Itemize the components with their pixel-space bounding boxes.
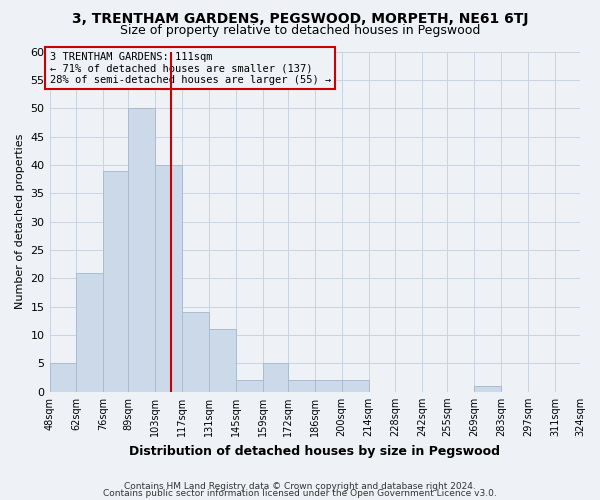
- Text: Contains HM Land Registry data © Crown copyright and database right 2024.: Contains HM Land Registry data © Crown c…: [124, 482, 476, 491]
- Bar: [263, 364, 288, 392]
- Bar: [288, 380, 315, 392]
- Text: 3 TRENTHAM GARDENS: 111sqm
← 71% of detached houses are smaller (137)
28% of sem: 3 TRENTHAM GARDENS: 111sqm ← 71% of deta…: [50, 52, 331, 84]
- Bar: [236, 380, 263, 392]
- Y-axis label: Number of detached properties: Number of detached properties: [15, 134, 25, 310]
- Bar: [76, 272, 103, 392]
- Bar: [155, 165, 182, 392]
- Bar: [128, 108, 155, 392]
- Bar: [341, 380, 368, 392]
- Bar: [182, 312, 209, 392]
- X-axis label: Distribution of detached houses by size in Pegswood: Distribution of detached houses by size …: [129, 444, 500, 458]
- Bar: [50, 364, 76, 392]
- Text: Contains public sector information licensed under the Open Government Licence v3: Contains public sector information licen…: [103, 489, 497, 498]
- Text: Size of property relative to detached houses in Pegswood: Size of property relative to detached ho…: [120, 24, 480, 37]
- Bar: [209, 330, 236, 392]
- Bar: [474, 386, 501, 392]
- Bar: [103, 170, 128, 392]
- Bar: [315, 380, 341, 392]
- Text: 3, TRENTHAM GARDENS, PEGSWOOD, MORPETH, NE61 6TJ: 3, TRENTHAM GARDENS, PEGSWOOD, MORPETH, …: [72, 12, 528, 26]
